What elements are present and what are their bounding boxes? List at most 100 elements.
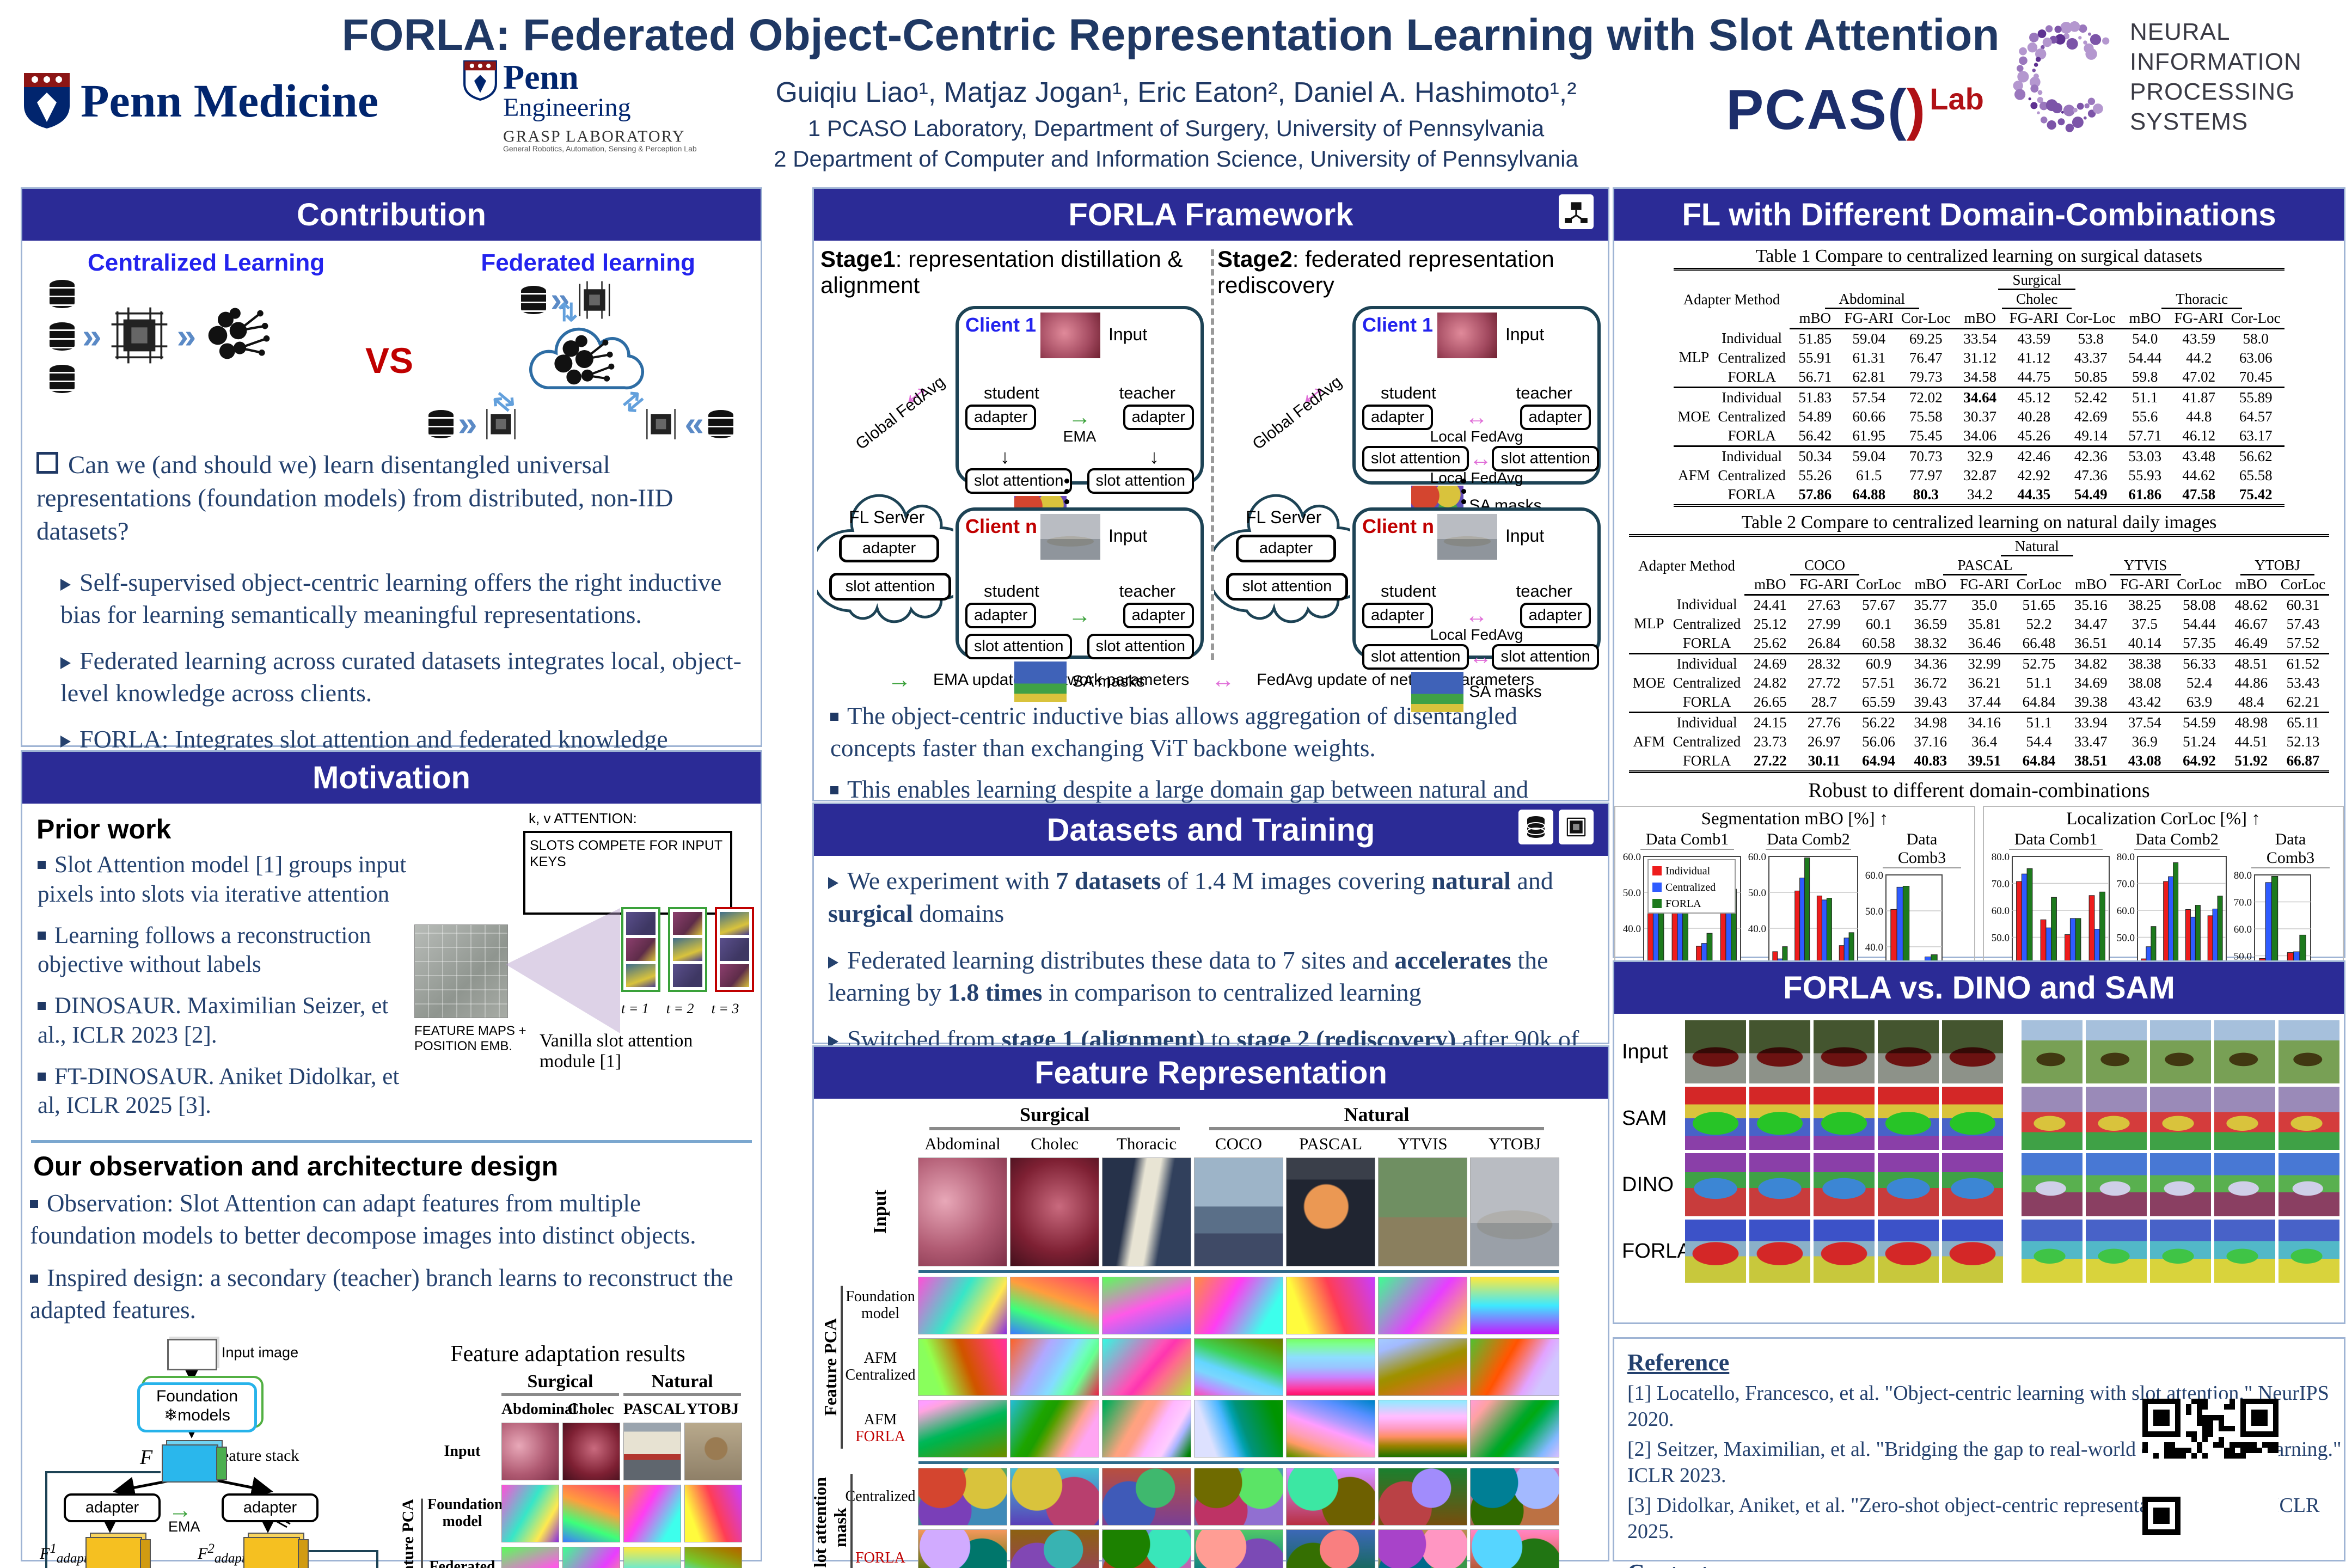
svg-text:70.0: 70.0 — [2117, 879, 2135, 890]
svg-text:60.0: 60.0 — [2117, 905, 2135, 917]
qr-code — [2142, 1399, 2278, 1535]
pca-image — [1286, 1277, 1375, 1334]
client1-label: Client 1 — [965, 314, 1037, 336]
svg-text:FORLA: FORLA — [1665, 898, 1701, 910]
svg-text:80.0: 80.0 — [2234, 870, 2252, 881]
svg-text:40.0: 40.0 — [1623, 923, 1641, 935]
dino-mask-image — [1749, 1153, 1810, 1216]
sa-masks-image — [1014, 661, 1067, 702]
table2: Adapter Method Natural COCO PASCAL YTVIS YTOB… — [1614, 533, 2344, 773]
ema-arrow-icon: → — [1068, 602, 1091, 628]
teacher-slot-attention-box: slot attention — [1087, 468, 1194, 494]
fedavg-legend-arrow-icon: ↔ — [1211, 666, 1235, 693]
slot-attention-diagram: k, v ATTENTION: SLOTS COMPETE FOR INPUT … — [414, 810, 754, 1132]
pca-image — [684, 1547, 742, 1568]
forla-mask-image — [2278, 1220, 2339, 1283]
fl-server-label: FL Server — [849, 507, 925, 527]
column-header: Cholec — [567, 1400, 614, 1418]
fedavg-arrow-icon: ↔ — [1465, 602, 1488, 628]
teacher-adapter-box: adapter — [1123, 404, 1194, 430]
svg-text:40.0: 40.0 — [1865, 942, 1883, 953]
pca-image — [1010, 1338, 1099, 1396]
pca-image — [562, 1485, 620, 1542]
framework-bullet: The object-centric inductive bias allows… — [830, 700, 1591, 764]
table1-caption: Table 1 Compare to centralized learning … — [1755, 246, 2203, 266]
mask-image — [1102, 1529, 1191, 1568]
svg-text:60.0: 60.0 — [1865, 870, 1883, 881]
database-icon — [521, 286, 546, 314]
client1-card: Client 1 Input student teacher adapter ↔ … — [1352, 306, 1601, 526]
authors: Guiqiu Liao¹, Matjaz Jogan¹, Eric Eaton²… — [775, 77, 1577, 108]
input-image-label: Input image — [222, 1344, 299, 1361]
dino-mask-image — [2214, 1153, 2275, 1216]
student-adapter-box: adapter — [64, 1493, 161, 1522]
penn-shield-icon — [22, 71, 72, 131]
table1: Adapter Method Surgical Abdominal Cholec Tho… — [1614, 267, 2344, 507]
pcaso-bracket-left: ( — [1887, 78, 1907, 142]
teacher-adapter-box: adapter — [222, 1493, 318, 1522]
datasets-header: Datasets and Training — [814, 804, 1608, 856]
chip-icon — [486, 409, 516, 439]
stage1-diagram: Stage1: representation distillation & al… — [814, 241, 1211, 702]
pca-image — [918, 1400, 1007, 1457]
local-fedavg-label: Local FedAvg — [1430, 428, 1523, 445]
row-label-federated-sa: Federated SA — [429, 1558, 495, 1568]
panel-fl-domain-combinations: FL with Different Domain-Combinations Ta… — [1613, 187, 2345, 1039]
fl-server-cloud: FL Server adapter slot attention — [1214, 475, 1350, 638]
centralized-learning-label: Centralized Learning — [88, 249, 325, 276]
prior-work-heading: Prior work — [36, 814, 171, 844]
forla-mask-image — [1685, 1220, 1746, 1283]
natural-group-header: Natural — [1209, 1103, 1545, 1130]
input-image — [1194, 1157, 1283, 1266]
contribution-bullet: Federated learning across curated datase… — [60, 645, 744, 709]
panel-motivation: Motivation Prior work Slot Attention mod… — [21, 750, 762, 1568]
client1-input-image — [1437, 313, 1497, 358]
forla-mask-image — [1942, 1220, 2003, 1283]
ellipsis-dots — [1461, 476, 1466, 507]
database-stack-icon — [50, 280, 75, 393]
framework-header: FORLA Framework — [814, 189, 1608, 241]
forla-mask-image — [1814, 1220, 1875, 1283]
mask-image — [1102, 1468, 1191, 1526]
row-label-forla: FORLA — [855, 1549, 905, 1566]
penn-medicine-logo: Penn Medicine — [22, 71, 378, 131]
server-slot-attention-box: slot attention — [829, 573, 951, 601]
attention-fan-shape — [506, 908, 620, 1033]
sam-mask-image — [1749, 1087, 1810, 1150]
mask-image — [1286, 1468, 1375, 1526]
prior-work-item: Learning follows a reconstruction object… — [38, 921, 414, 980]
natural-group-header: Natural — [623, 1371, 741, 1396]
clientn-card: Client n Input student teacher adapter ↔ … — [1352, 507, 1601, 712]
page-title: FORLA: Federated Object-Centric Represen… — [341, 10, 2000, 60]
dino-mask-image — [2150, 1153, 2211, 1216]
input-image — [1010, 1157, 1099, 1266]
architecture-diagram: Input image Foundation ❄models F feature… — [31, 1339, 390, 1568]
svg-text:50.0: 50.0 — [1748, 887, 1766, 899]
server-adapter-box: adapter — [839, 535, 939, 562]
chip-icon — [1559, 810, 1594, 844]
feature-maps-label: FEATURE MAPS + POSITION EMB. — [414, 1024, 526, 1054]
federated-topology-diagram: » ⇄ ⇄ ⇄ » — [428, 280, 733, 443]
client1-input-image — [1040, 313, 1100, 358]
pca-image — [1010, 1277, 1099, 1334]
ema-label: EMA — [168, 1518, 200, 1535]
comparison-header: FORLA vs. DINO and SAM — [1614, 962, 2344, 1014]
sam-mask-image — [2214, 1087, 2275, 1150]
sync-arrows-icon: ⇄ — [554, 301, 583, 323]
column-header: YTVIS — [1398, 1134, 1448, 1153]
student-adapter-box: adapter — [965, 404, 1037, 430]
chevron-icon: » — [82, 316, 102, 356]
research-question: Can we (and should we) learn disentangle… — [22, 443, 761, 548]
contribution-diagram: » » VS » — [33, 280, 750, 443]
ema-label: EMA — [1063, 428, 1097, 445]
vanilla-slot-caption: Vanilla slot attention module [1] — [540, 1031, 693, 1071]
slot-column-t3 — [715, 907, 754, 992]
teacher-label: teacher — [1119, 383, 1175, 402]
mask-image — [918, 1529, 1007, 1568]
down-arrow-icon: ↓ — [1149, 445, 1159, 468]
input-image-cholec — [562, 1423, 620, 1480]
mask-image — [1010, 1468, 1099, 1526]
clientn-input-image — [1040, 514, 1100, 560]
forla-mask-image — [2214, 1220, 2275, 1283]
